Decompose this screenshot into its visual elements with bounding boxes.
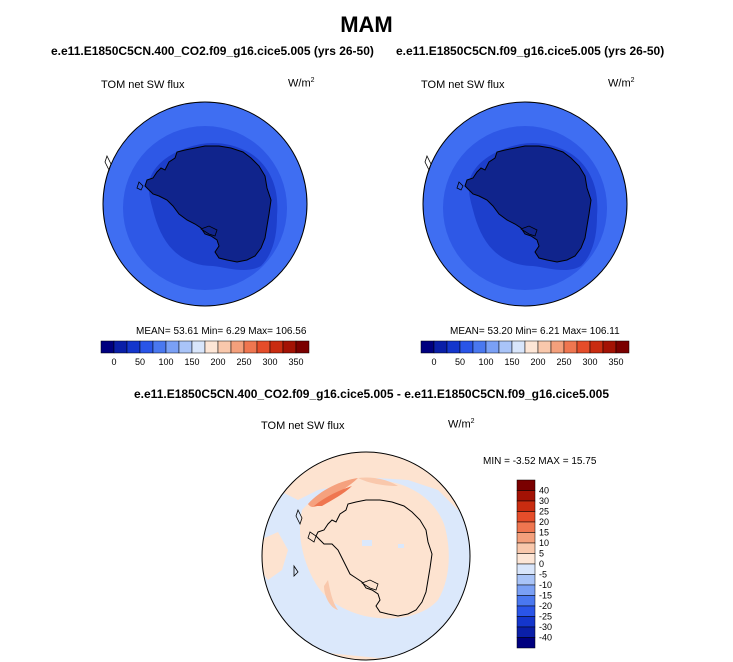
panel1-colorbar-tick: 200 (210, 357, 225, 367)
panel2-colorbar-box (537, 340, 552, 354)
panel1-colorbar-box (269, 340, 284, 354)
diff-colorbar-box (516, 490, 536, 502)
panel1-map (102, 101, 308, 307)
panel1-colorbar-box (256, 340, 271, 354)
diff-colorbar-tick: -10 (539, 580, 552, 590)
diff-colorbar-box (516, 563, 536, 575)
panel1-colorbar-tick: 150 (184, 357, 199, 367)
panel2-colorbar-box (576, 340, 591, 354)
diff-colorbar-box (516, 553, 536, 565)
panel2-stats: MEAN= 53.20 Min= 6.21 Max= 106.11 (450, 326, 620, 337)
diff-colorbar-tick: -30 (539, 622, 552, 632)
panel2-colorbar-box (511, 340, 526, 354)
diff-colorbar-box (516, 595, 536, 607)
diff-colorbar-tick: 40 (539, 486, 549, 496)
panel1-colorbar-box (282, 340, 297, 354)
panel2-colorbar-box (602, 340, 617, 354)
panel2-colorbar-box (485, 340, 500, 354)
panel2-colorbar-box (459, 340, 474, 354)
panel1-colorbar-box (139, 340, 154, 354)
panel2-colorbar-box (472, 340, 487, 354)
diff-colorbar-box (516, 532, 536, 544)
panel1-colorbar-box (217, 340, 232, 354)
panel1-colorbar-tick: 100 (158, 357, 173, 367)
diff-colorbar-box (516, 616, 536, 628)
diff-colorbar-tick: 15 (539, 528, 549, 538)
panel2-colorbar-box (563, 340, 578, 354)
panel2-colorbar-tick: 200 (530, 357, 545, 367)
diff-colorbar-box (516, 542, 536, 554)
diff-colorbar-box (516, 584, 536, 596)
diff-colorbar-box (516, 626, 536, 638)
panel1-colorbar-tick: 350 (288, 357, 303, 367)
panel1-colorbar-box (295, 340, 310, 354)
diff-colorbar-tick: 25 (539, 507, 549, 517)
panel1-colorbar-box (113, 340, 128, 354)
diff-colorbar-tick: -25 (539, 612, 552, 622)
panel2-colorbar-tick: 250 (556, 357, 571, 367)
panel1-colorbar-box (100, 340, 115, 354)
diff-colorbar-tick: 30 (539, 496, 549, 506)
panel2-colorbar-tick: 150 (504, 357, 519, 367)
diff-colorbar-box (516, 605, 536, 617)
diff-colorbar-tick: -15 (539, 591, 552, 601)
panel2-colorbar-box (550, 340, 565, 354)
main-title: MAM (340, 12, 393, 37)
diff-colorbar-tick: 5 (539, 549, 544, 559)
panel1-colorbar-box (204, 340, 219, 354)
diff-stats: MIN = -3.52 MAX = 15.75 (483, 456, 597, 467)
panel1-case-title: e.e11.E1850C5CN.400_CO2.f09_g16.cice5.00… (51, 44, 374, 58)
diff-colorbar-tick: -20 (539, 601, 552, 611)
panel2-colorbar-tick: 350 (608, 357, 623, 367)
panel2-colorbar-box (420, 340, 435, 354)
panel1-variable-label: TOM net SW flux (101, 79, 185, 91)
panel2-colorbar-tick: 100 (478, 357, 493, 367)
panel1-colorbar-box (191, 340, 206, 354)
panel2-colorbar-box (615, 340, 630, 354)
diff-colorbar-tick: 10 (539, 538, 549, 548)
panel1-colorbar-box (126, 340, 141, 354)
panel1-colorbar-box (243, 340, 258, 354)
panel2-units-label: W/m2 (608, 77, 635, 90)
panel2-map (422, 101, 628, 307)
diff-colorbar-box (516, 574, 536, 586)
diff-colorbar-tick: -40 (539, 633, 552, 643)
panel2-colorbar-tick: 50 (455, 357, 465, 367)
diff-colorbar-box (516, 479, 536, 491)
panel2-colorbar-box (498, 340, 513, 354)
diff-case-title: e.e11.E1850C5CN.400_CO2.f09_g16.cice5.00… (134, 387, 610, 401)
panel2-colorbar-box (446, 340, 461, 354)
panel1-units-label: W/m2 (288, 77, 315, 90)
diff-colorbar-tick: 20 (539, 517, 549, 527)
panel1-colorbar-tick: 300 (262, 357, 277, 367)
diff-colorbar-tick: -5 (539, 570, 547, 580)
diff-colorbar-box (516, 500, 536, 512)
diff-colorbar-tick: 0 (539, 559, 544, 569)
panel1-colorbar-tick: 50 (135, 357, 145, 367)
panel1-colorbar-box (152, 340, 167, 354)
panel2-colorbar-box (524, 340, 539, 354)
panel2-colorbar-tick: 0 (431, 357, 436, 367)
diff-units-label: W/m2 (448, 418, 475, 431)
panel1-colorbar: 0 50 100 150 200 250 300 350 (100, 340, 310, 367)
diff-colorbar-box (516, 511, 536, 523)
panel2-colorbar-box (589, 340, 604, 354)
panel1-stats: MEAN= 53.61 Min= 6.29 Max= 106.56 (136, 326, 307, 337)
diff-colorbar-box (516, 637, 536, 649)
panel1-colorbar-tick: 250 (236, 357, 251, 367)
diff-colorbar-box (516, 521, 536, 533)
diff-variable-label: TOM net SW flux (261, 420, 345, 432)
panel2-case-title: e.e11.E1850C5CN.f09_g16.cice5.005 (yrs 2… (396, 44, 665, 58)
panel2-colorbar-tick: 300 (582, 357, 597, 367)
diff-map (261, 451, 471, 661)
panel1-colorbar-box (165, 340, 180, 354)
panel1-colorbar-box (230, 340, 245, 354)
panel2-colorbar: 0 50 100 150 200 250 300 350 (420, 340, 630, 367)
panel1-colorbar-box (178, 340, 193, 354)
panel2-variable-label: TOM net SW flux (421, 79, 505, 91)
panel2-colorbar-box (433, 340, 448, 354)
panel1-colorbar-tick: 0 (111, 357, 116, 367)
